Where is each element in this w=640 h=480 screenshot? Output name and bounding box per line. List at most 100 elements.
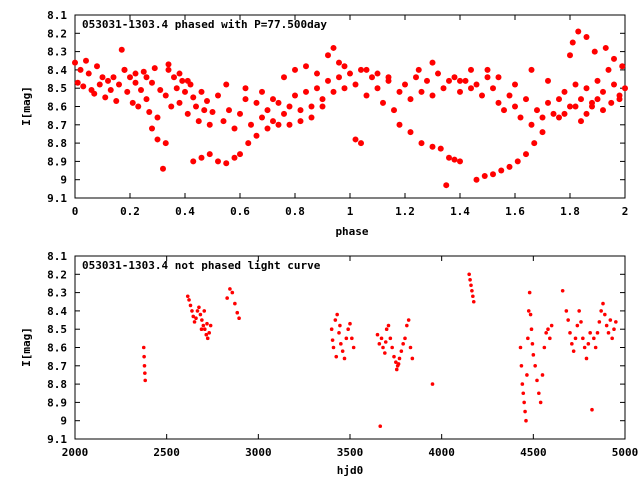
y-tick-label: 8.2	[47, 268, 67, 281]
data-point	[99, 74, 106, 81]
data-point	[594, 77, 601, 84]
data-point	[583, 33, 590, 40]
data-point	[470, 288, 474, 293]
data-point	[201, 107, 208, 114]
data-point	[407, 129, 414, 136]
data-point	[220, 118, 227, 125]
phased-plot: 053031-1303.4 phased with P=77.500day ph…	[20, 9, 628, 238]
data-point	[611, 55, 617, 62]
data-point	[142, 354, 146, 359]
x-tick-label: 4000	[428, 446, 455, 459]
data-point	[188, 303, 193, 308]
data-point	[512, 81, 518, 88]
y-tick-label: 8.7	[47, 360, 67, 373]
data-point	[523, 96, 529, 103]
data-point	[591, 48, 598, 55]
data-point	[530, 342, 535, 346]
data-point	[406, 318, 411, 322]
data-point	[319, 96, 326, 103]
data-point	[339, 342, 343, 346]
data-point	[231, 125, 238, 132]
data-point	[577, 309, 581, 313]
data-point	[413, 74, 419, 81]
x-tick-label: 0.6	[230, 205, 250, 218]
data-point	[308, 114, 315, 121]
phased-plot-y-ticks: 8.1 8.2 8.3 8.4 8.5 8.6 8.7 8.8 8.9 9 9.1	[47, 9, 625, 205]
data-point	[129, 99, 136, 106]
data-point	[473, 81, 480, 88]
data-point	[303, 88, 309, 95]
data-point	[469, 283, 473, 288]
data-point	[374, 70, 381, 77]
data-point	[245, 140, 252, 147]
data-point	[600, 107, 606, 114]
data-point	[506, 163, 513, 170]
data-point	[397, 356, 402, 361]
data-point	[253, 99, 260, 106]
data-point	[572, 103, 579, 110]
data-point	[319, 103, 326, 110]
data-point	[473, 176, 480, 183]
data-point	[533, 364, 537, 368]
data-point	[333, 318, 338, 322]
unphased-plot-xlabel: hjd0	[337, 464, 364, 477]
data-point	[171, 74, 177, 81]
data-point	[584, 356, 589, 361]
data-point	[107, 87, 114, 94]
data-point	[190, 158, 197, 165]
data-point	[281, 110, 287, 117]
data-point	[578, 96, 584, 103]
data-point	[135, 103, 142, 110]
data-point	[182, 88, 188, 95]
data-point	[588, 331, 592, 335]
data-point	[435, 70, 441, 77]
data-point	[199, 327, 204, 332]
data-point	[259, 88, 265, 95]
data-point	[512, 103, 518, 110]
data-point	[539, 114, 546, 121]
data-point	[237, 151, 243, 158]
data-point	[124, 88, 131, 95]
data-point	[203, 327, 207, 332]
data-point	[429, 92, 436, 99]
y-tick-label: 9.1	[47, 433, 67, 446]
data-point	[601, 301, 605, 306]
data-point	[608, 318, 613, 322]
data-point	[535, 378, 539, 383]
data-point	[484, 66, 491, 73]
data-point	[612, 327, 616, 332]
data-point	[325, 77, 331, 84]
data-point	[206, 151, 213, 158]
unphased-plot-frame	[74, 255, 626, 440]
data-point	[314, 70, 320, 77]
phased-plot-ylabel: I[mag]	[20, 86, 33, 126]
data-point	[154, 114, 161, 121]
data-point	[207, 331, 211, 335]
data-point	[198, 88, 205, 95]
y-tick-label: 8.9	[47, 155, 67, 168]
data-point	[550, 110, 557, 117]
x-tick-label: 3500	[337, 446, 364, 459]
data-point	[523, 151, 529, 158]
data-point	[149, 125, 155, 132]
phased-plot-x-ticks: 0 0.2 0.4 0.6 0.8 1 1.2 1.4 1.6 1.8 2	[72, 15, 628, 218]
data-point	[187, 298, 191, 302]
data-point	[329, 327, 334, 332]
data-point	[176, 99, 183, 106]
y-tick-label: 9	[60, 415, 67, 428]
data-point	[191, 314, 196, 319]
data-point	[518, 345, 523, 350]
data-point	[77, 66, 84, 73]
data-point	[347, 70, 353, 77]
data-point	[259, 114, 265, 121]
data-point	[160, 165, 166, 172]
data-point	[490, 85, 496, 92]
data-point	[514, 158, 521, 165]
data-point	[610, 336, 614, 341]
data-point	[132, 79, 139, 86]
data-point	[308, 103, 315, 110]
data-point	[392, 354, 396, 359]
data-point	[592, 336, 596, 341]
data-point	[586, 342, 591, 346]
data-point	[237, 316, 241, 321]
